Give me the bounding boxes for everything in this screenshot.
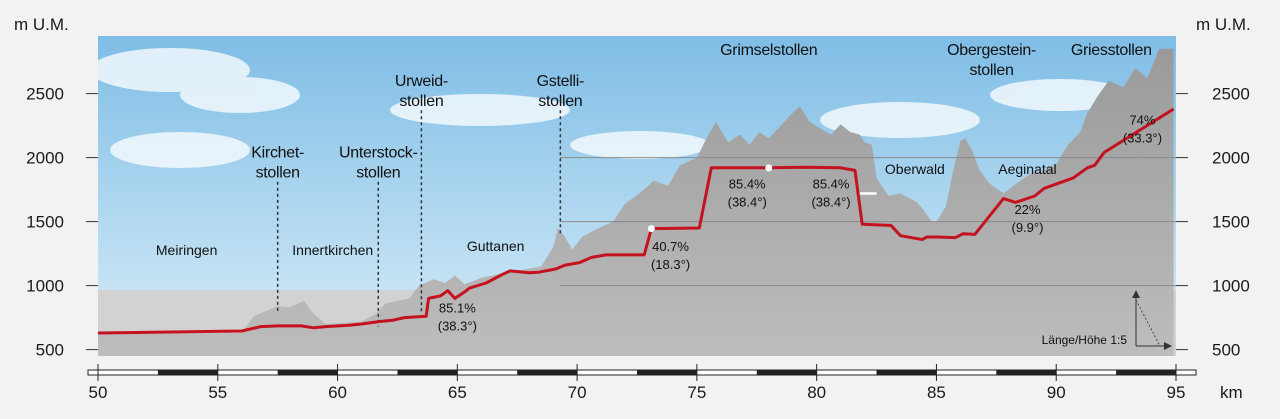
tunnel-label-1-line2: stollen xyxy=(356,165,400,182)
y-tick-label-right-2500: 2500 xyxy=(1212,85,1250,104)
tunnel-label-3-line2: stollen xyxy=(538,93,582,110)
place-label-2: Guttanen xyxy=(467,238,525,254)
route-marker-0 xyxy=(647,225,655,233)
x-tick-label-80: 80 xyxy=(807,383,826,402)
gradient-percent-2: 85.4% xyxy=(729,176,766,191)
x-axis-segment-52.5 xyxy=(157,370,218,375)
place-label-3: Oberwald xyxy=(885,161,945,177)
gradient-percent-1: 40.7% xyxy=(652,239,689,254)
gradient-degrees-5: (33.3°) xyxy=(1123,130,1162,145)
tunnel-label-0-line1: Kirchet- xyxy=(251,145,304,162)
grid-lines xyxy=(560,157,1176,287)
y-tick-label-left-2000: 2000 xyxy=(26,149,64,168)
route-markers xyxy=(647,164,877,233)
y-tick-label-left-500: 500 xyxy=(36,341,64,360)
x-axis-segment-72.5 xyxy=(637,370,697,375)
x-tick-label-70: 70 xyxy=(568,383,587,402)
gradient-degrees-3: (38.4°) xyxy=(811,194,850,209)
x-tick-label-75: 75 xyxy=(687,383,706,402)
tunnel-label-5-line1: Obergestein- xyxy=(947,42,1036,59)
place-labels: Meiringen Innertkirchen Guttanen Oberwald Ae… xyxy=(156,161,1057,258)
y-tick-label-left-1500: 1500 xyxy=(26,213,64,232)
x-tick-label-65: 65 xyxy=(448,383,467,402)
tunnel-label-5-line2: stollen xyxy=(969,62,1013,79)
y-unit-label-right: m U.M. xyxy=(1196,15,1251,34)
scale-note: Länge/Höhe 1:5 xyxy=(1042,333,1128,347)
y-tick-label-right-2000: 2000 xyxy=(1212,149,1250,168)
gradient-labels: 85.1% (38.3°) 40.7% (18.3°) 85.4% (38.4°) 85.4… xyxy=(438,112,1162,333)
tunnel-leader-lines xyxy=(276,110,562,327)
gradient-percent-3: 85.4% xyxy=(813,176,850,191)
tunnel-label-1-line1: Unterstock- xyxy=(339,145,418,162)
route-profile-line xyxy=(97,107,1175,335)
cloud-shapes xyxy=(98,48,1130,168)
x-axis-ticks: 50 55 60 65 70 75 80 85 90 95 xyxy=(89,364,1186,402)
gradient-percent-4: 22% xyxy=(1014,202,1040,217)
gradient-degrees-4: (9.9°) xyxy=(1012,220,1044,235)
tunnel-label-3-line1: Gstelli- xyxy=(537,73,584,90)
x-axis-segment-77.5 xyxy=(756,370,817,375)
x-axis-segment-57.5 xyxy=(277,370,338,375)
x-tick-label-95: 95 xyxy=(1167,383,1186,402)
x-tick-label-85: 85 xyxy=(927,383,946,402)
y-tick-label-right-500: 500 xyxy=(1212,341,1240,360)
x-axis-segment-62.5 xyxy=(397,370,458,375)
tunnel-label-4-line1: Grimselstollen xyxy=(720,42,817,59)
tunnel-label-0-line2: stollen xyxy=(256,165,300,182)
x-unit-label: km xyxy=(1220,383,1243,402)
x-tick-label-55: 55 xyxy=(208,383,227,402)
gradient-degrees-2: (38.4°) xyxy=(728,194,767,209)
tunnel-label-2-line2: stollen xyxy=(399,93,443,110)
tunnel-labels: Kirchet-stollen Unterstock-stollen Urweid-… xyxy=(251,42,1152,182)
y-tick-label-left-1000: 1000 xyxy=(26,277,64,296)
y-tick-label-right-1000: 1000 xyxy=(1212,277,1250,296)
y-tick-label-left-2500: 2500 xyxy=(26,85,64,104)
place-label-0: Meiringen xyxy=(156,242,217,258)
x-axis-segment-82.5 xyxy=(876,370,937,375)
y-axis-ticks: 500 500 1000 1000 1500 1500 2000 2000 2500 2500 xyxy=(26,85,1250,360)
terrain-area xyxy=(98,48,1174,356)
gradient-degrees-0: (38.3°) xyxy=(438,318,477,333)
tunnel-label-6-line1: Griesstollen xyxy=(1071,42,1152,59)
x-tick-label-90: 90 xyxy=(1047,383,1066,402)
place-label-4: Aeginatal xyxy=(998,161,1056,177)
gradient-percent-0: 85.1% xyxy=(439,300,476,315)
scale-indicator: Länge/Höhe 1:5 xyxy=(1042,290,1172,350)
x-axis-segments xyxy=(157,370,1176,375)
x-axis-segment-87.5 xyxy=(996,370,1057,375)
y-unit-label-left: m U.M. xyxy=(14,15,69,34)
y-tick-label-right-1500: 1500 xyxy=(1212,213,1250,232)
x-axis-segment-92.5 xyxy=(1116,370,1176,375)
x-axis-segment-67.5 xyxy=(517,370,578,375)
gradient-percent-5: 74% xyxy=(1129,112,1155,127)
x-tick-label-50: 50 xyxy=(89,383,108,402)
gradient-degrees-1: (18.3°) xyxy=(651,257,690,272)
route-marker-1 xyxy=(765,164,773,172)
x-tick-label-60: 60 xyxy=(328,383,347,402)
place-label-1: Innertkirchen xyxy=(292,242,373,258)
tunnel-label-2-line1: Urweid- xyxy=(395,73,448,90)
x-axis: 50 55 60 65 70 75 80 85 90 95 km xyxy=(87,364,1243,402)
